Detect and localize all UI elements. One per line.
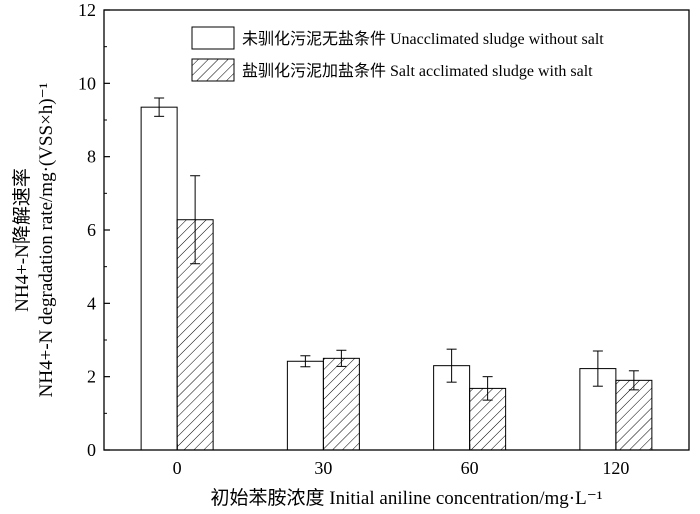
bars-layer: [140, 97, 653, 451]
y-tick-label: 6: [87, 220, 96, 240]
legend-label-2: 盐驯化污泥加盐条件 Salt acclimated sludge with sa…: [242, 62, 593, 80]
legend-label-1: 未驯化污泥无盐条件 Unacclimated sludge without sa…: [242, 30, 604, 48]
y-tick-label: 10: [78, 73, 96, 93]
bar-series-2-30: [322, 357, 360, 451]
bar-series-1-0: [140, 106, 178, 451]
legend-swatch-1: [191, 26, 235, 50]
y-tick-label: 0: [87, 440, 96, 460]
y-tick-label: 4: [87, 293, 96, 313]
bar-series-2-120: [615, 379, 653, 451]
x-axis-title: 初始苯胺浓度 Initial aniline concentration/mg·…: [211, 487, 603, 509]
y-axis-title-line-1: NH4+-N降解速率: [11, 168, 33, 312]
y-tick-label: 8: [87, 147, 96, 167]
bar-series-1-30: [286, 360, 324, 451]
y-tick-label: 12: [78, 0, 96, 20]
y-axis-title-line-2: NH4+-N degradation rate/mg·(VSS×h)⁻¹: [36, 82, 57, 397]
x-tick-label: 120: [602, 458, 629, 478]
legend: 未驯化污泥无盐条件 Unacclimated sludge without sa…: [191, 26, 604, 82]
y-tick-label: 2: [87, 367, 96, 387]
x-tick-label: 30: [314, 458, 332, 478]
x-tick-label: 0: [173, 458, 182, 478]
legend-swatch-2: [191, 58, 235, 82]
x-tick-label: 60: [461, 458, 479, 478]
plot-frame: [103, 9, 690, 451]
